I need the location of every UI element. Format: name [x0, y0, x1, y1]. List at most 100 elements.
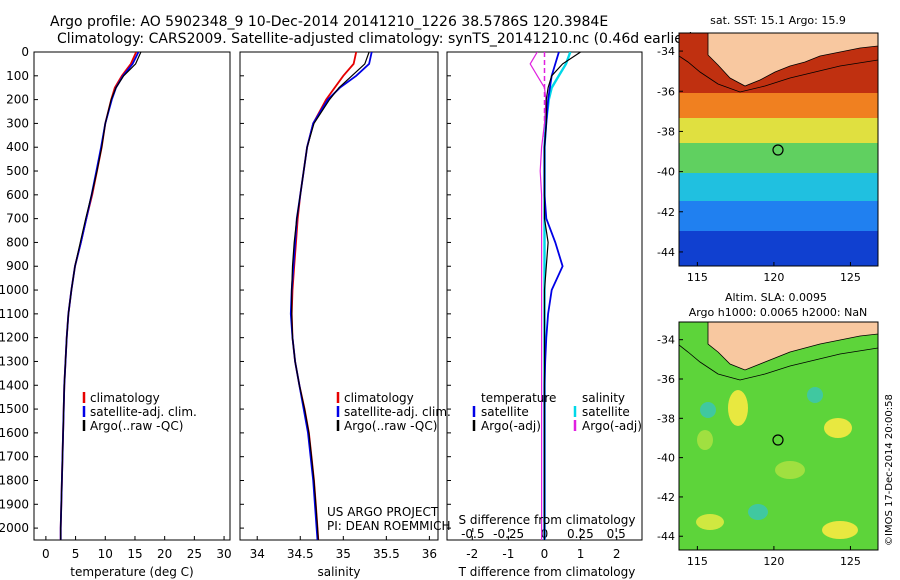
depth-tick-label: 0: [21, 45, 29, 59]
legend-argo-label: Argo(..raw -QC): [90, 419, 183, 433]
temperature-tick-label: 5: [72, 547, 80, 561]
salinity-tick-label: 35.5: [373, 547, 400, 561]
sla-lon-tick-label: 120: [763, 555, 784, 568]
s-difference-tick-label: 0.5: [607, 527, 626, 541]
temperature-axis: 0 5 10 15 20 25 30: [42, 536, 232, 561]
sst-band-yellow: [679, 118, 878, 143]
sst-lon-tick-label: 120: [763, 271, 784, 284]
depth-tick-label: 2000: [0, 521, 29, 535]
s-difference-axis: -0.5-0.2500.250.5: [461, 527, 626, 541]
sst-lat-tick-label: -36: [657, 85, 675, 98]
temperature-xlabel: temperature (deg C): [70, 565, 193, 579]
sst-lon-tick-label: 125: [840, 271, 861, 284]
sla-lat-tick-label: -44: [657, 530, 675, 543]
sst-map-axes: -34 -36 -38 -40 -42 -44 115 120 125: [657, 45, 861, 284]
salinity-profiles: [289, 52, 373, 540]
temperature-argo-line: [60, 52, 142, 540]
salinity-argo-line: [291, 52, 370, 540]
depth-tick-label: 100: [6, 69, 29, 83]
sst-map: [679, 33, 878, 266]
temperature-tick-label: 20: [157, 547, 172, 561]
temperature-panel-frame: [33, 51, 231, 541]
sla-lat-tick-label: -38: [657, 412, 675, 425]
salinity-legend: climatology satellite-adj. clim. Argo(..…: [336, 391, 451, 433]
t-difference-satellite-line: [543, 52, 564, 540]
depth-tick-label: 1600: [0, 426, 29, 440]
legend-satellite-label: satellite-adj. clim.: [344, 405, 451, 419]
s-difference-tick-label: 0.25: [567, 527, 594, 541]
salinity-tick-label: 34.5: [287, 547, 314, 561]
sla-map-title-line1: Altim. SLA: 0.0095: [725, 291, 827, 304]
t-difference-tick-label: 1: [577, 547, 585, 561]
sst-band-cyan: [679, 173, 878, 201]
sst-lat-tick-label: -34: [657, 45, 675, 58]
sla-shelf-contour: [679, 322, 878, 381]
sst-shelf-contour: [679, 33, 878, 93]
t-difference-tick-label: 2: [613, 547, 621, 561]
salinity-tick-label: 36: [422, 547, 437, 561]
depth-tick-label: 1000: [0, 283, 29, 297]
sla-anomaly-high: [697, 430, 713, 450]
sla-anomaly-low: [748, 504, 768, 520]
legend-t-argo-label: Argo(-adj): [481, 419, 541, 433]
t-difference-tick-label: -1: [502, 547, 514, 561]
legend-salinity-title: salinity: [582, 391, 625, 405]
s-difference-tick-label: -0.25: [493, 527, 524, 541]
legend-temperature-title: temperature: [481, 391, 556, 405]
t-difference-tick-label: -2: [466, 547, 478, 561]
sla-anomaly-low: [700, 402, 716, 418]
sla-lat-tick-label: -36: [657, 373, 675, 386]
depth-tick-label: 200: [6, 93, 29, 107]
t-difference-argo-line: [543, 52, 581, 540]
depth-tick-label: 500: [6, 164, 29, 178]
depth-tick-label: 1300: [0, 354, 29, 368]
salinity-tick-label: 34: [250, 547, 265, 561]
sla-lon-tick-label: 115: [687, 555, 708, 568]
figure-title-line2: Climatology: CARS2009. Satellite-adjuste…: [57, 31, 694, 47]
s-difference-argo-line: [529, 52, 547, 540]
sla-anomaly-high: [822, 521, 858, 539]
depth-tick-label: 1800: [0, 473, 29, 487]
temperature-tick-label: 30: [216, 547, 231, 561]
sst-map-frame: [678, 32, 879, 267]
sst-band-orange: [679, 93, 878, 118]
t-difference-axis: -2 -1 0 1 2: [466, 536, 621, 561]
salinity-tick-label: 35: [336, 547, 351, 561]
sla-argo-position-marker: [772, 434, 784, 446]
temperature-tick-label: 0: [42, 547, 50, 561]
depth-tick-label: 400: [6, 140, 29, 154]
difference-legend: temperature salinity satellite Argo(-adj…: [472, 391, 642, 433]
sla-map-title-line2: Argo h1000: 0.0065 h2000: NaN: [689, 306, 868, 319]
difference-profiles: [529, 52, 581, 540]
sla-map-frame: [678, 321, 879, 551]
depth-tick-label: 1400: [0, 378, 29, 392]
sla-anomaly-low: [807, 387, 823, 403]
sla-anomaly-high: [824, 418, 852, 438]
depth-tick-label: 1200: [0, 331, 29, 345]
project-pi: PI: DEAN ROEMMICH: [327, 519, 450, 533]
t-difference-xlabel: T difference from climatology: [458, 565, 636, 579]
depth-tick-label: 1700: [0, 450, 29, 464]
legend-climatology-label: climatology: [344, 391, 414, 405]
salinity-xlabel: salinity: [317, 565, 360, 579]
sla-map-axes: -34 -36 -38 -40 -42 -44 115 120 125: [657, 334, 861, 568]
figure-title-line1: Argo profile: AO 5902348_9 10-Dec-2014 2…: [50, 14, 608, 30]
salinity-panel-frame: [239, 51, 439, 541]
salinity-axis: 34 34.5 35 35.5 36: [250, 536, 437, 561]
temperature-tick-label: 15: [127, 547, 142, 561]
sst-lat-tick-label: -38: [657, 125, 675, 138]
depth-tick-label: 700: [6, 212, 29, 226]
sla-anomaly-high: [775, 461, 805, 479]
sla-anomaly-high: [728, 390, 748, 426]
temperature-legend: climatology satellite-adj. clim. Argo(..…: [82, 391, 197, 433]
depth-tick-label: 1900: [0, 497, 29, 511]
legend-t-satellite-label: satellite: [481, 405, 529, 419]
project-name: US ARGO PROJECT: [327, 505, 439, 519]
legend-satellite-label: satellite-adj. clim.: [90, 405, 197, 419]
sst-argo-position-marker: [772, 144, 784, 156]
sst-map-title: sat. SST: 15.1 Argo: 15.9: [710, 14, 846, 27]
temperature-tick-label: 25: [187, 547, 202, 561]
depth-tick-label: 900: [6, 259, 29, 273]
depth-tick-label: 300: [6, 116, 29, 130]
